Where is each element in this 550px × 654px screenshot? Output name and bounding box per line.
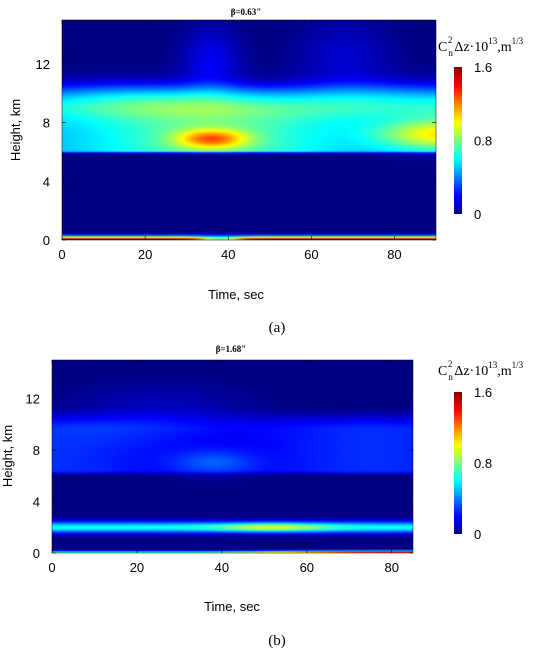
panel-b-xtick-label: 0 <box>48 560 55 575</box>
panel-b-xtick-label: 60 <box>300 560 314 575</box>
panel-b-colorbar-ticks: 0 0.8 1.6 <box>474 385 492 542</box>
panel-a-xtick-label: 80 <box>387 247 401 262</box>
panel-b-colorbar <box>454 392 462 534</box>
panel-b-colorbar-tick-label: 0 <box>474 527 481 542</box>
panel-a-colorbar-title: Cn2 Δz·1013,m1/3 <box>438 35 524 58</box>
panel-a-ytick-label: 4 <box>43 174 50 189</box>
panel-a-colorbar-tick-label: 0.8 <box>474 134 492 149</box>
panel-b-label: (b) <box>268 633 286 649</box>
panel-a-xtick-label: 0 <box>58 247 65 262</box>
panel-b-colorbar-tick-label: 0.8 <box>474 456 492 471</box>
panel-a-colorbar <box>454 67 462 214</box>
panel-a-ytick-label: 12 <box>36 57 50 72</box>
panel-b-xtick-label: 40 <box>215 560 229 575</box>
panel-a-xtick-label: 40 <box>221 247 235 262</box>
panel-b-ytick-label: 8 <box>33 443 40 458</box>
panel-a-ylabel: Height, km <box>8 99 23 161</box>
panel-b-colorbar-title: Cn2 Δz·1013,m1/3 <box>438 359 524 382</box>
panel-a-ytick-label: 0 <box>43 233 50 248</box>
panel-b-xlabel: Time, sec <box>204 599 260 614</box>
panel-b-xtick-label: 20 <box>130 560 144 575</box>
panel-a-colorbar-tick-label: 1.6 <box>474 60 492 75</box>
panel-b-axes: 0 20 40 60 80 0 4 8 12 <box>26 360 413 575</box>
panel-b-ylabel: Height, km <box>0 425 15 487</box>
panel-a-xlabel: Time, sec <box>208 287 264 302</box>
panel-a-title: β=0.63" <box>231 7 262 17</box>
panel-a-xtick-label: 20 <box>138 247 152 262</box>
panel-b-heatmap <box>52 360 413 553</box>
panel-a-axes: 0 20 40 60 80 0 4 8 12 <box>36 20 436 262</box>
panel-a-colorbar-tick-label: 0 <box>474 207 481 222</box>
panel-b-ytick-label: 12 <box>26 392 40 407</box>
panel-a: β=0.63" 0 20 40 60 80 0 4 8 12 Height, km Time, … <box>8 7 524 336</box>
panel-a-colorbar-ticks: 0 0.8 1.6 <box>474 60 492 222</box>
panel-a-ytick-label: 8 <box>43 116 50 131</box>
panel-b-title: β=1.68" <box>216 344 247 354</box>
panel-a-xtick-label: 60 <box>304 247 318 262</box>
panel-b-ytick-label: 4 <box>33 495 40 510</box>
panel-b: β=1.68" 0 20 40 60 80 0 4 8 12 Height, km Time, … <box>0 344 524 649</box>
panel-a-label: (a) <box>269 320 286 336</box>
panel-b-xtick-label: 80 <box>385 560 399 575</box>
panel-b-colorbar-tick-label: 1.6 <box>474 385 492 400</box>
panel-a-plot-frame <box>61 19 437 241</box>
panel-b-plot-frame <box>51 359 414 554</box>
panel-a-heatmap <box>62 20 436 240</box>
panel-b-ytick-label: 0 <box>33 546 40 561</box>
